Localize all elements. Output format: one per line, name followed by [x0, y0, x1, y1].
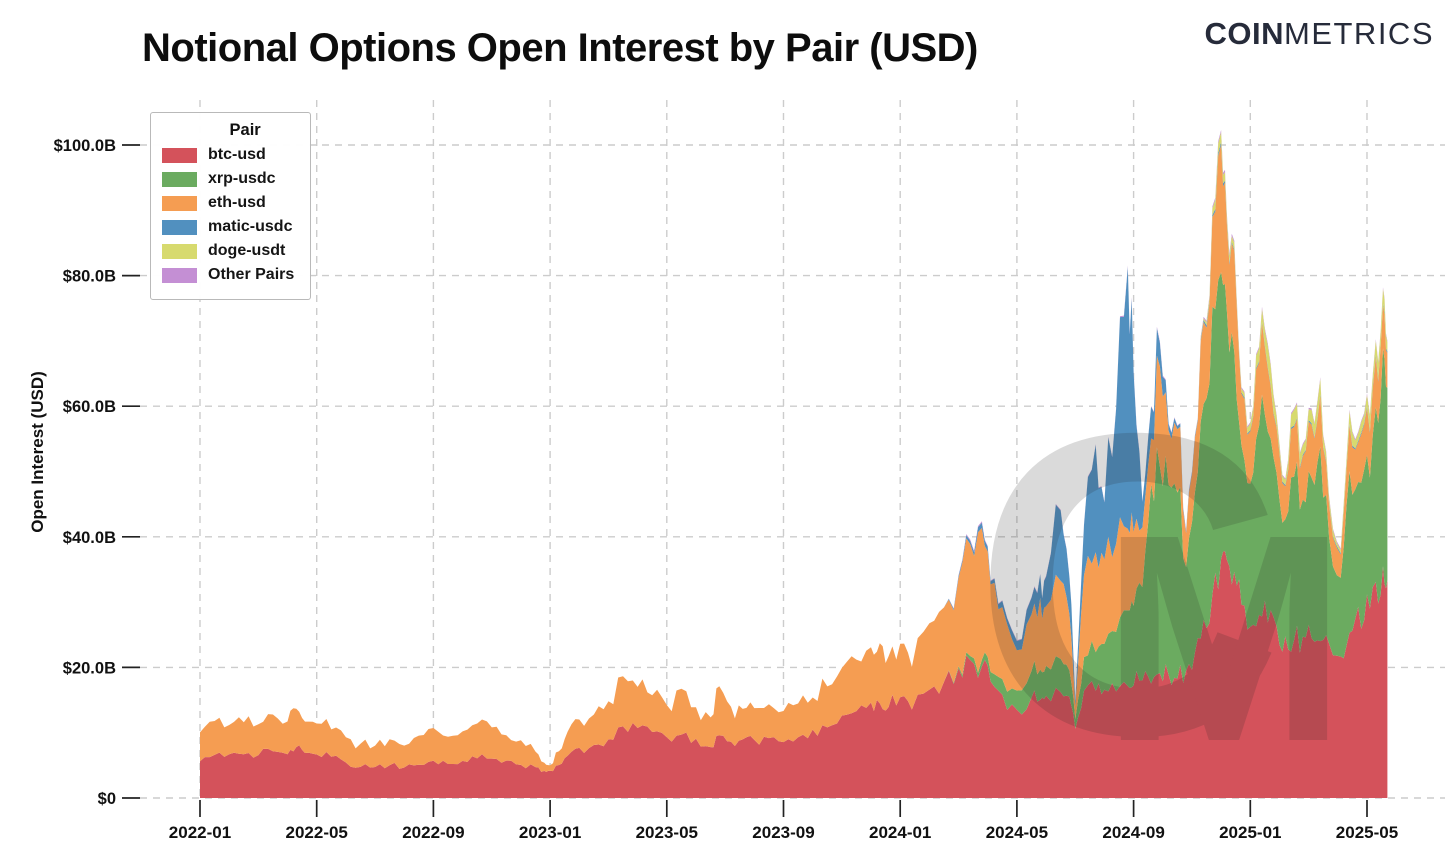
legend-item-xrp-usdc: xrp-usdc [162, 170, 294, 188]
y-tick-label: $0 [98, 790, 116, 808]
y-tick-label: $40.0B [63, 529, 116, 547]
x-tick-label: 2024-05 [986, 823, 1048, 842]
legend-swatch-5 [162, 267, 197, 283]
watermark: CM [973, 345, 1347, 825]
legend-swatch-3 [162, 219, 197, 235]
legend-swatch-4 [162, 243, 197, 259]
chart-title: Notional Options Open Interest by Pair (… [142, 26, 978, 70]
x-tick-label: 2024-01 [869, 823, 931, 842]
area-btc-usd [200, 551, 1388, 798]
x-tick-label: 2022-05 [286, 823, 348, 842]
x-tick-label: 2024-09 [1102, 823, 1164, 842]
x-tick-label: 2022-01 [169, 823, 231, 842]
axis-tick-labels: $0 $20.0B $40.0B $60.0B $80.0B $100.0B 2022-01… [54, 137, 1399, 842]
logo-coin-text: COIN [1204, 16, 1284, 51]
watermark-m-letter: M [1101, 473, 1347, 803]
legend-item-other-pairs: Other Pairs [162, 266, 294, 284]
watermark-c-letter: C [973, 345, 1284, 825]
legend-item-matic-usdc: matic-usdc [162, 218, 294, 236]
legend-swatch-0 [162, 147, 197, 163]
legend-item-btc-usd: btc-usd [162, 146, 294, 164]
axis-ticks [122, 144, 1368, 817]
legend-box: Pair btc-usd xrp-usdc eth-usd matic-usdc dog… [150, 112, 312, 300]
x-tick-label: 2025-01 [1219, 823, 1281, 842]
coinmetrics-logo: COINMETRICS [1205, 16, 1435, 52]
legend-label-2: eth-usd [208, 194, 266, 211]
y-tick-label: $100.0B [54, 137, 116, 155]
x-tick-label: 2022-09 [402, 823, 464, 842]
area-xrp-usdc [200, 272, 1388, 772]
legend-label-3: matic-usdc [208, 218, 293, 235]
legend-label-4: doge-usdt [208, 242, 286, 259]
x-tick-label: 2023-09 [752, 823, 814, 842]
legend-item-doge-usdt: doge-usdt [162, 242, 294, 260]
y-tick-label: $20.0B [63, 659, 116, 677]
y-axis-title: Open Interest (USD) [28, 371, 47, 533]
logo-metrics-text: METRICS [1284, 16, 1434, 51]
legend-label-0: btc-usd [208, 146, 266, 163]
legend-items: btc-usd xrp-usdc eth-usd matic-usdc doge-usd… [162, 146, 294, 284]
legend-item-eth-usd: eth-usd [162, 194, 294, 212]
legend-label-5: Other Pairs [208, 266, 295, 283]
legend-swatch-1 [162, 171, 197, 187]
area-eth-usd [200, 144, 1388, 773]
x-tick-label: 2023-01 [519, 823, 581, 842]
y-tick-label: $60.0B [63, 398, 116, 416]
x-tick-label: 2023-05 [636, 823, 698, 842]
legend-title: Pair [229, 121, 261, 139]
legend-label-1: xrp-usdc [208, 170, 276, 187]
x-tick-label: 2025-05 [1336, 823, 1398, 842]
legend-swatch-2 [162, 195, 197, 211]
y-tick-label: $80.0B [63, 268, 116, 286]
stacked-areas [200, 130, 1388, 798]
